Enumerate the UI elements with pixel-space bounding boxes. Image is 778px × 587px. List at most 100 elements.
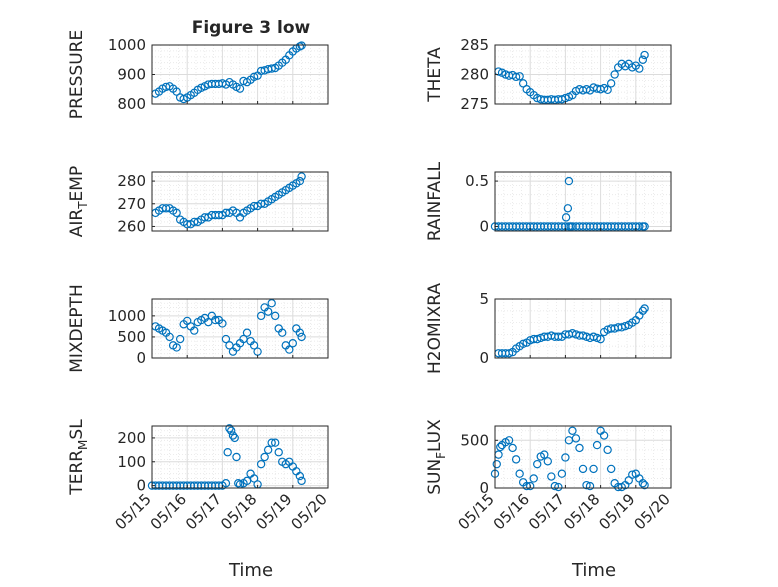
data-point bbox=[232, 452, 241, 462]
data-point bbox=[267, 438, 276, 447]
axes-box bbox=[494, 298, 672, 359]
x-tick-label: 05/19 bbox=[595, 490, 638, 533]
data-point bbox=[242, 328, 252, 337]
y-axis-label-7: SUNFLUX bbox=[425, 419, 448, 495]
data-point bbox=[603, 445, 612, 455]
data-point bbox=[638, 479, 648, 488]
data-point bbox=[621, 321, 630, 331]
figure-title: Figure 3 low bbox=[192, 18, 311, 38]
y-axis-label-6: TERRMSL bbox=[67, 419, 90, 496]
y-tick-label: 0.5 bbox=[465, 172, 489, 190]
y-tick-label: 285 bbox=[460, 36, 489, 54]
data-point bbox=[175, 334, 185, 344]
data-point bbox=[578, 464, 588, 474]
data-point bbox=[575, 443, 584, 453]
data-point bbox=[606, 79, 616, 88]
y-tick-label: 200 bbox=[117, 429, 146, 447]
x-tick-label: 05/20 bbox=[631, 490, 674, 533]
data-point bbox=[518, 79, 528, 88]
y-axis-label-3: RAINFALL bbox=[425, 161, 445, 241]
data-point bbox=[230, 433, 239, 443]
data-point bbox=[225, 424, 234, 433]
data-point bbox=[599, 431, 609, 440]
data-point bbox=[585, 481, 595, 491]
axes-box bbox=[151, 425, 329, 489]
data-point bbox=[223, 448, 232, 457]
data-point bbox=[267, 64, 276, 73]
data-point bbox=[211, 315, 220, 325]
data-point bbox=[568, 426, 577, 435]
data-point bbox=[508, 443, 517, 453]
x-tick-label: 05/18 bbox=[560, 490, 603, 533]
data-point bbox=[295, 471, 305, 481]
data-point bbox=[563, 204, 573, 213]
data-point bbox=[221, 334, 231, 344]
data-point bbox=[297, 41, 306, 50]
data-point bbox=[540, 450, 549, 459]
data-point bbox=[249, 72, 259, 82]
data-point bbox=[249, 341, 259, 350]
y-tick-label: 270 bbox=[117, 195, 146, 213]
x-tick-label: 05/15 bbox=[455, 490, 498, 533]
y-tick-label: 1000 bbox=[108, 307, 146, 325]
data-point bbox=[610, 70, 619, 79]
y-tick-label: 1000 bbox=[108, 36, 146, 54]
data-point bbox=[256, 311, 266, 321]
data-point bbox=[561, 213, 571, 222]
x-tick-label: 05/19 bbox=[252, 490, 295, 533]
data-point bbox=[543, 457, 553, 466]
data-point bbox=[550, 481, 560, 491]
data-point bbox=[547, 472, 556, 481]
y-tick-label: 5 bbox=[479, 290, 489, 308]
y-axis-label-5: H2OMIXRA bbox=[425, 283, 445, 374]
data-point bbox=[504, 349, 514, 358]
x-axis-title-left: Time bbox=[228, 560, 273, 581]
data-point bbox=[571, 434, 581, 443]
y-axis-label-1: THETA bbox=[425, 47, 445, 103]
y-tick-label: 900 bbox=[117, 66, 146, 84]
axes-box bbox=[494, 171, 672, 232]
data-point bbox=[592, 440, 602, 450]
data-point bbox=[638, 55, 648, 64]
y-tick-label: 500 bbox=[117, 328, 146, 346]
data-point bbox=[218, 319, 227, 328]
x-tick-label: 05/17 bbox=[182, 490, 225, 533]
y-axis-label-0: PRESSURE bbox=[67, 30, 87, 119]
data-point bbox=[561, 453, 570, 462]
data-point bbox=[638, 306, 648, 315]
data-point bbox=[635, 222, 644, 231]
data-point bbox=[596, 334, 605, 344]
data-point bbox=[285, 345, 294, 354]
y-tick-label: 0 bbox=[136, 349, 146, 367]
data-point bbox=[234, 479, 243, 488]
y-tick-label: 500 bbox=[460, 431, 489, 449]
data-point bbox=[297, 332, 306, 342]
data-point bbox=[165, 332, 174, 342]
data-point bbox=[228, 431, 238, 440]
subplot-mixdepth: 0 500 1000 MIXDEPTH bbox=[67, 284, 329, 373]
data-point bbox=[606, 464, 616, 474]
data-point bbox=[589, 464, 598, 474]
y-tick-label: 275 bbox=[460, 95, 489, 113]
x-tick-label: 05/16 bbox=[147, 490, 190, 533]
data-point bbox=[496, 442, 505, 452]
x-tick-label: 05/17 bbox=[525, 490, 568, 533]
data-point bbox=[274, 448, 283, 457]
y-tick-label: 100 bbox=[117, 453, 146, 471]
data-point bbox=[190, 326, 199, 335]
data-point bbox=[172, 87, 181, 96]
y-tick-label: 0 bbox=[136, 477, 146, 495]
axes-box bbox=[494, 425, 672, 489]
axes-box bbox=[151, 298, 329, 359]
data-point bbox=[640, 222, 649, 231]
data-point bbox=[518, 339, 528, 349]
x-tick-label: 05/16 bbox=[490, 490, 533, 533]
data-point bbox=[263, 307, 273, 316]
y-axis-label-2: AIRTEMP bbox=[67, 166, 90, 237]
x-axis-title-right: Time bbox=[571, 560, 616, 581]
data-point bbox=[295, 328, 305, 337]
